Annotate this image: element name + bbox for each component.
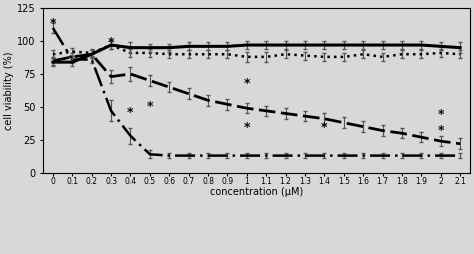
Text: *: * — [438, 108, 444, 121]
Text: *: * — [127, 106, 134, 119]
Y-axis label: cell viability (%): cell viability (%) — [4, 51, 14, 130]
Text: *: * — [244, 77, 250, 90]
Text: *: * — [146, 100, 153, 113]
Text: *: * — [321, 121, 328, 134]
Text: *: * — [108, 36, 114, 49]
Text: *: * — [50, 18, 56, 30]
Text: *: * — [244, 121, 250, 134]
Text: *: * — [438, 124, 444, 137]
X-axis label: concentration (μM): concentration (μM) — [210, 187, 303, 197]
